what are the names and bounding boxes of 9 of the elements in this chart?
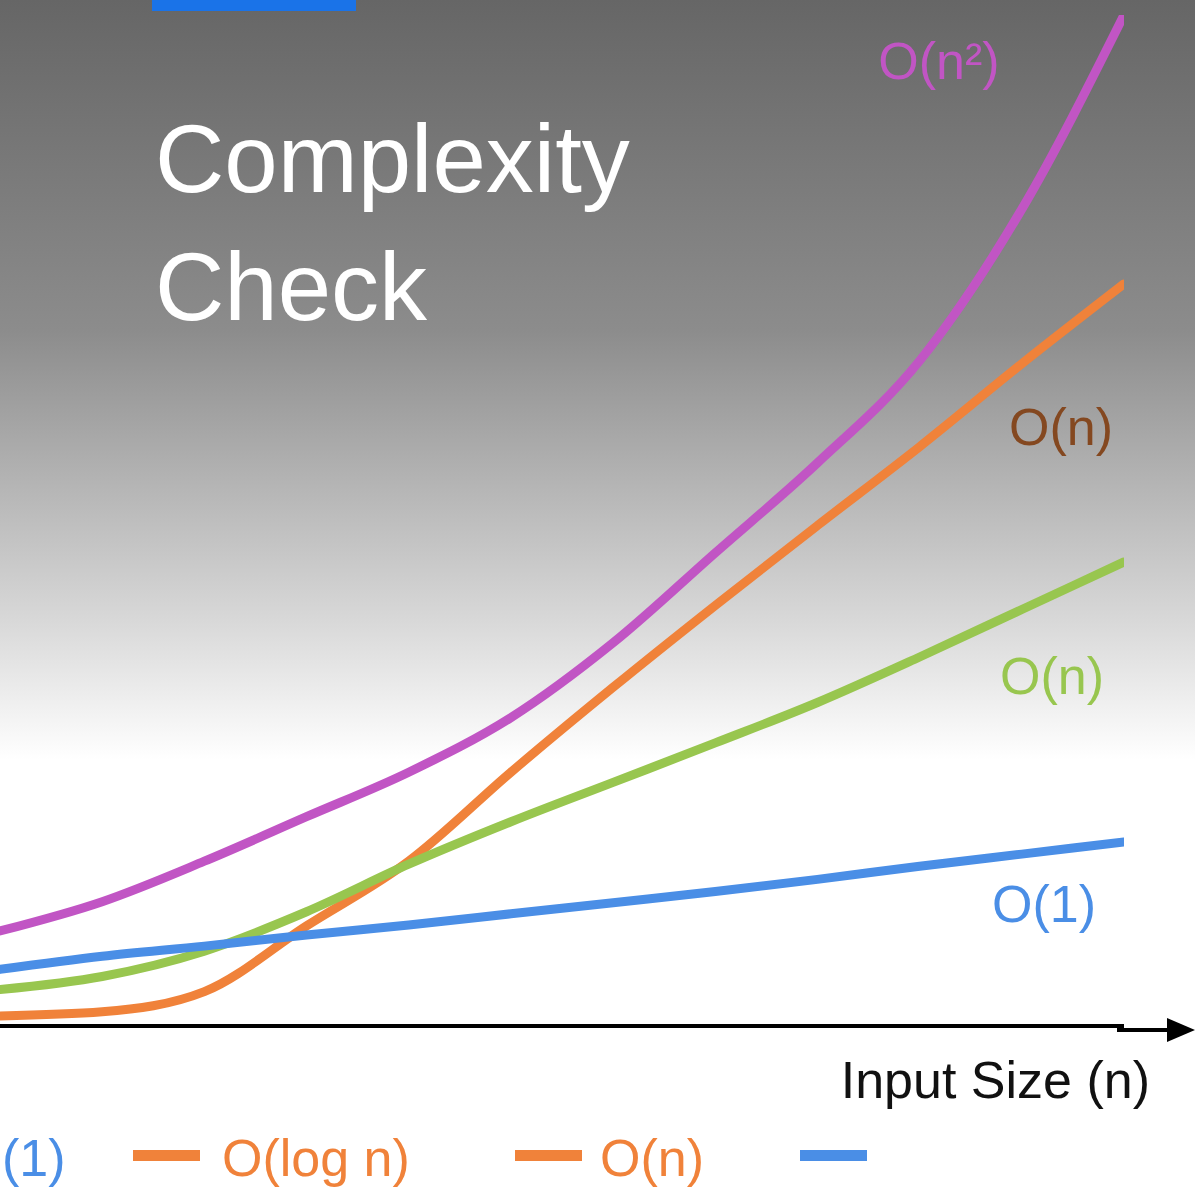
series-label: O(1) — [992, 874, 1096, 933]
text: O(n) — [600, 1128, 704, 1188]
text: O(log n) — [222, 1128, 410, 1188]
series-label: O(n) — [1009, 397, 1113, 456]
series-label: O(n) — [1000, 646, 1104, 705]
x-axis-title: Input Size (n) — [840, 1050, 1150, 1110]
series-label: O(n²) — [878, 31, 1000, 90]
text: (1) — [2, 1128, 66, 1188]
text: Complexity Check — [155, 104, 631, 342]
